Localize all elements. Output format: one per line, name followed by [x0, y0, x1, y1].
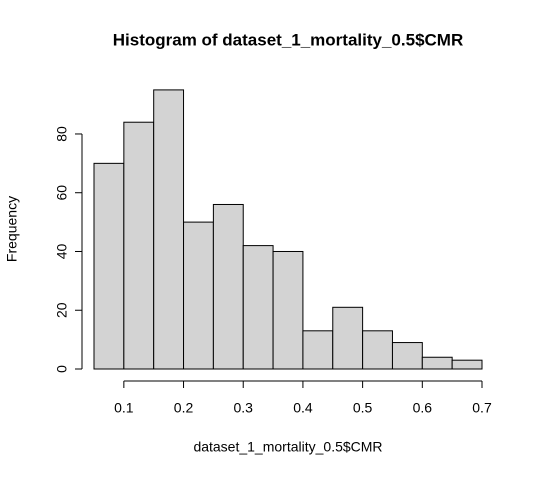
y-axis-label: Frequency: [4, 196, 20, 262]
x-tick-label: 0.6: [413, 400, 433, 416]
x-tick-label: 0.1: [114, 400, 134, 416]
bar: [212, 203, 244, 370]
bar: [451, 359, 483, 370]
bar: [391, 342, 423, 370]
bar: [332, 306, 364, 370]
bar: [302, 330, 334, 370]
y-tick-label: 40: [54, 243, 70, 259]
x-tick-label: 0.2: [174, 400, 194, 416]
x-axis-label: dataset_1_mortality_0.5$CMR: [193, 439, 382, 455]
bar: [153, 89, 185, 370]
y-tick-label: 20: [54, 302, 70, 318]
bar: [183, 221, 214, 370]
y-tick-label: 0: [54, 365, 70, 373]
y-tick-label: 80: [54, 126, 70, 142]
y-tick-label: 60: [54, 185, 70, 201]
bar: [93, 162, 125, 370]
x-tick-label: 0.5: [353, 400, 373, 416]
bar: [242, 245, 274, 370]
x-tick-label: 0.7: [472, 400, 492, 416]
bar: [123, 121, 155, 370]
x-tick-label: 0.3: [233, 400, 253, 416]
bar: [272, 250, 304, 370]
bar: [362, 330, 393, 370]
chart-title: Histogram of dataset_1_mortality_0.5$CMR: [113, 30, 464, 49]
x-tick-label: 0.4: [293, 400, 313, 416]
bar: [421, 356, 453, 370]
